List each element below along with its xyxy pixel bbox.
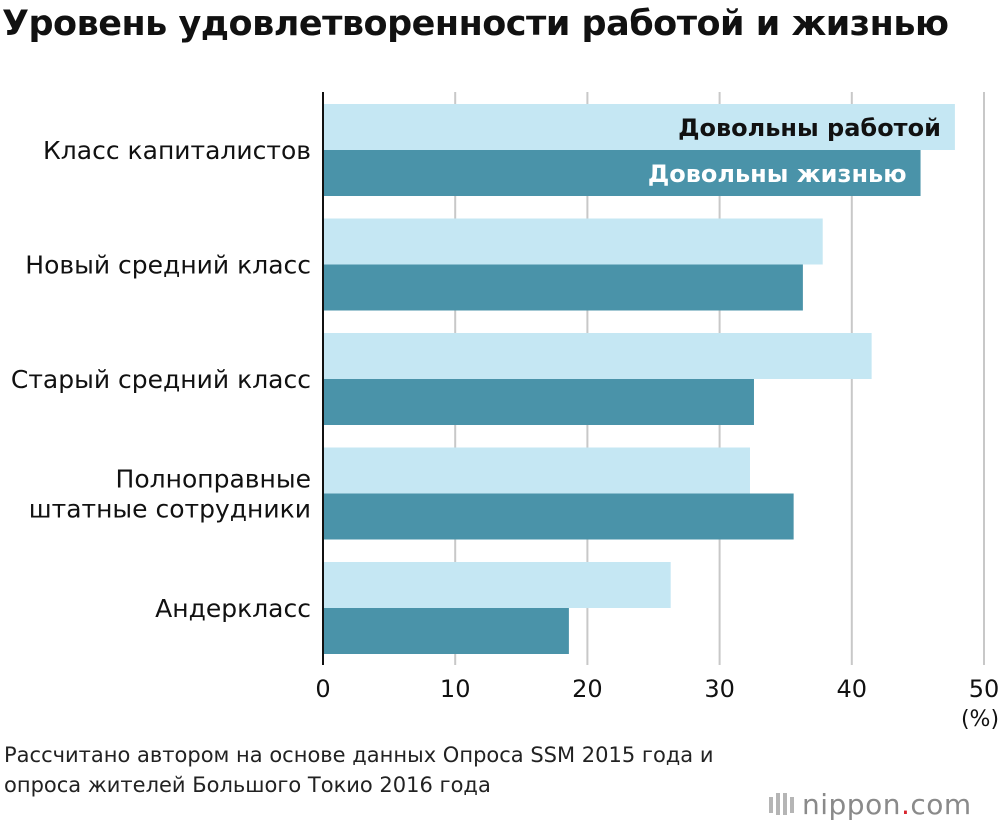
bar-job-4 [323,562,671,608]
bars [323,104,955,654]
bar-job-2 [323,333,872,379]
category-label-0: Класс капиталистов [43,136,311,165]
nippon-logo: nippon.com [768,788,972,821]
x-tick-label-10: 10 [440,675,471,703]
bar-life-0 [323,150,921,196]
unit-label: (%) [961,707,999,730]
tick-labels: 0 10 20 30 40 50 [315,675,999,703]
x-tick-label-30: 30 [704,675,735,703]
category-label-3-line-0: Полноправные [116,465,311,494]
x-tick-label-0: 0 [315,675,330,703]
x-tick-label-20: 20 [572,675,603,703]
bar-chart: Класс капиталистов Новый средний класс Ста… [11,92,999,730]
logo-name: nippon [802,788,901,821]
bar-life-1 [323,264,803,311]
category-label-4: Андеркласс [155,594,311,623]
chart-title: Уровень удовлетворенности работой и жизн… [2,4,949,44]
category-label-2: Старый средний класс [11,365,311,394]
source-line-1: Рассчитано автором на основе данных Опро… [4,743,714,767]
category-label-3-line-1: штатные сотрудники [29,495,311,524]
source-line-2: опроса жителей Большого Токио 2016 года [4,773,491,797]
legend-job-satisfied: Довольны работой [678,114,941,142]
bar-job-3 [323,447,751,494]
bar-life-4 [323,608,569,654]
x-tick-label-50: 50 [969,675,1000,703]
source-note: Рассчитано автором на основе данных Опро… [4,740,714,800]
x-tick-label-40: 40 [837,675,868,703]
bar-life-2 [323,379,754,425]
bar-job-1 [323,218,823,265]
bar-life-3 [323,493,794,540]
logo-dot: . [900,788,911,821]
bar-job-0 [323,104,955,150]
category-labels: Класс капиталистов Новый средний класс Ста… [11,136,311,623]
nippon-logo-icon [769,793,794,815]
logo-tld: com [910,788,972,821]
legend-life-satisfied: Довольны жизнью [648,160,907,188]
category-label-1: Новый средний класс [25,251,311,280]
